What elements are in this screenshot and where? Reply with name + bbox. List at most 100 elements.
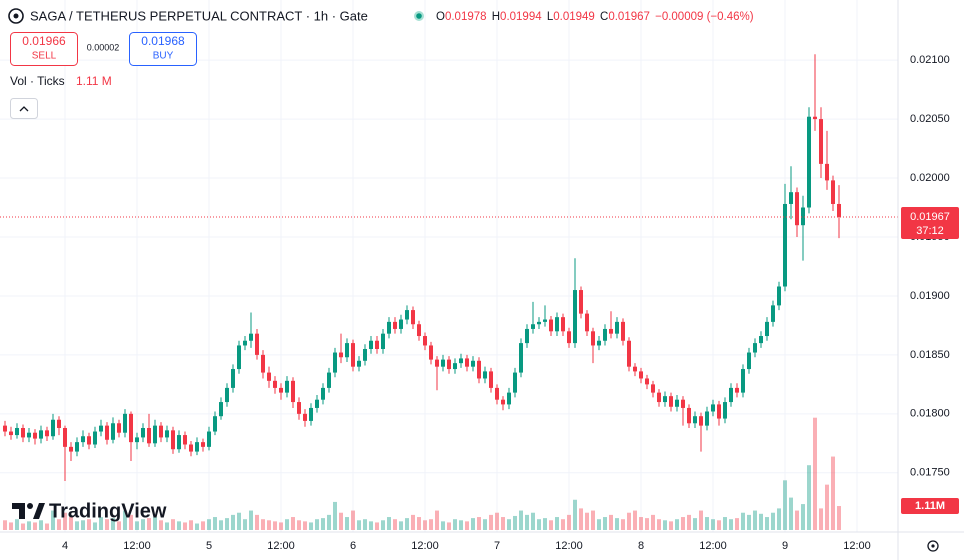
candle-body [657,392,661,403]
volume-bar [273,521,277,530]
sell-label[interactable]: SELL [32,51,57,62]
volume-bar [189,520,193,530]
volume-bar [9,522,13,530]
buy-box[interactable] [129,32,197,66]
volume-bar [69,517,73,530]
volume-bar [351,510,355,530]
candle-body [249,333,253,341]
grid [0,0,898,532]
collapse-button[interactable] [10,98,38,119]
sell-box[interactable] [10,32,78,66]
candle-body [309,407,313,421]
volume-bar [795,510,799,530]
volume-bar [291,517,295,530]
candle-body [693,416,697,424]
candle-body [537,321,541,325]
badges: 0.01967 37:12 1.11M [901,206,959,515]
x-tick-label: 12:00 [843,540,871,552]
volume-bar [453,519,457,530]
candle-body [507,392,511,405]
volume-bar [765,517,769,530]
volume-bar [741,512,745,530]
candle-body [513,372,517,393]
candle-body [453,363,457,370]
volume-bar [315,519,319,530]
volume-value: 1.11 M [76,74,112,88]
candle-body [819,119,823,164]
sell-price[interactable]: 0.01966 [22,34,66,48]
volume-bar [783,480,787,530]
candle-body [645,378,649,385]
candle-body [621,321,625,341]
y-tick-label: 0.01800 [910,408,950,420]
buy-label[interactable]: BUY [153,51,174,62]
volume-bar [543,518,547,530]
volume-bar [201,521,205,530]
volume-bar [375,522,379,530]
candle-body [201,442,205,447]
candle-body [531,324,535,329]
candle-body [717,404,721,419]
volume-bar [747,514,751,530]
candle-body [153,425,157,444]
candle-body [687,407,691,424]
volume-bar [153,517,157,530]
buy-price[interactable]: 0.01968 [141,34,185,48]
candle-body [207,431,211,447]
candle-layer [0,54,898,482]
volume-bar [297,520,301,530]
candle-body [699,416,703,426]
volume-bar [423,520,427,530]
candle-body [639,371,643,379]
candle-body [435,359,439,367]
volume-bar [471,518,475,530]
volume-bar [825,484,829,530]
candle-body [135,437,139,443]
candle-body [15,427,19,436]
logo-dot [27,503,33,509]
volume-bar [165,522,169,530]
volume-bar [711,519,715,530]
volume-bar [177,521,181,530]
volume-bar [771,512,775,530]
sell-button[interactable]: 0.01966 SELL [10,32,78,66]
settings-button[interactable] [927,540,939,552]
volume-bar [393,519,397,530]
symbol-icon-dot [13,13,19,19]
candle-body [603,328,607,341]
volume-bar [687,514,691,530]
ohlc-value: 0.01994 [500,11,542,23]
candle-body [105,425,109,440]
volume-bar [321,518,325,530]
volume-bar [801,504,805,530]
settings-dot[interactable] [931,544,935,548]
collapse-box[interactable] [10,98,38,119]
volume-bar [429,519,433,530]
candle-body [117,423,121,433]
volume-bar [261,519,265,530]
candle-body [57,419,61,428]
volume-bar [363,519,367,530]
volume-bar [723,517,727,530]
volume-bar [327,514,331,530]
volume-bar [837,506,841,530]
volume-bar [645,518,649,530]
ohlc-legend: O0.01978 H0.01994 L0.01949 C0.01967 −0.0… [436,11,754,23]
x-tick-label: 12:00 [411,540,439,552]
buy-button[interactable]: 0.01968 BUY [129,32,197,66]
volume-bar [45,523,49,530]
volume-bar [141,519,145,530]
candle-body [723,402,727,419]
settings-icon[interactable] [927,540,939,552]
volume-bar [105,519,109,530]
candle-body [297,402,301,414]
collapse-chevron[interactable] [19,106,29,112]
candle-body [579,290,583,314]
candle-body [795,192,799,226]
candle-body [711,404,715,412]
candle-body [27,432,31,438]
volume-bar [183,522,187,530]
volume-bar [405,518,409,530]
